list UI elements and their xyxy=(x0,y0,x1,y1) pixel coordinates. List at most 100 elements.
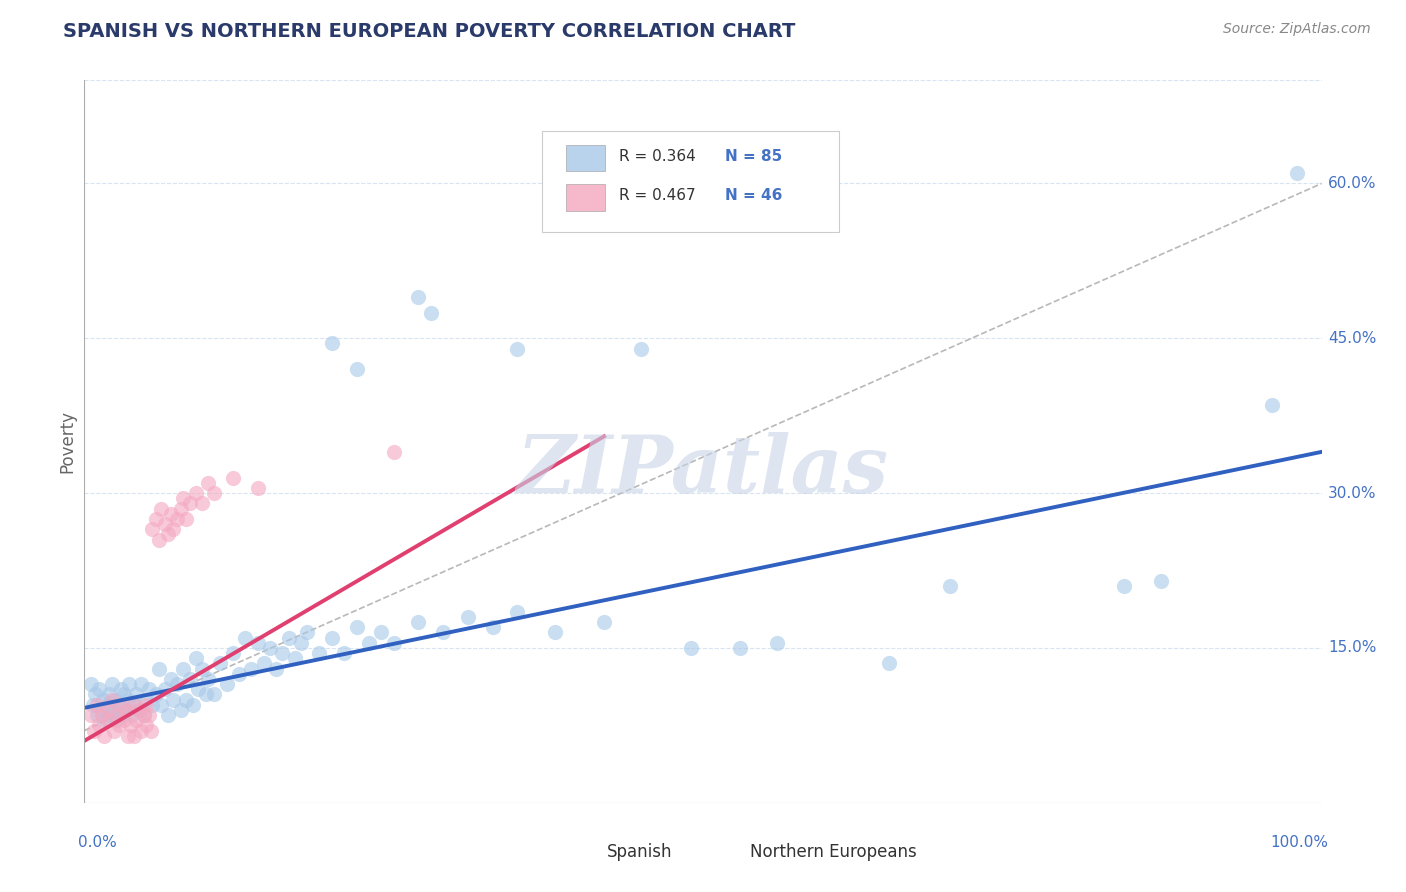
Point xyxy=(215,677,238,691)
Point xyxy=(333,646,356,660)
Point xyxy=(166,677,188,691)
Point xyxy=(253,657,276,671)
Text: SPANISH VS NORTHERN EUROPEAN POVERTY CORRELATION CHART: SPANISH VS NORTHERN EUROPEAN POVERTY COR… xyxy=(63,22,796,41)
Point xyxy=(382,445,405,459)
Point xyxy=(82,698,104,712)
Point xyxy=(148,533,170,547)
Point xyxy=(104,692,127,706)
Point xyxy=(108,718,131,732)
Point xyxy=(105,713,128,727)
Point xyxy=(1150,574,1173,588)
Text: ZIPatlas: ZIPatlas xyxy=(517,432,889,509)
Point xyxy=(91,692,114,706)
Point xyxy=(191,496,214,510)
Point xyxy=(122,698,145,712)
Point xyxy=(160,507,183,521)
Point xyxy=(100,692,122,706)
Point xyxy=(346,362,368,376)
Point xyxy=(153,682,176,697)
Text: 0.0%: 0.0% xyxy=(79,835,117,850)
Point xyxy=(96,698,118,712)
Point xyxy=(679,640,702,655)
Text: R = 0.364: R = 0.364 xyxy=(619,149,696,163)
Point xyxy=(290,636,312,650)
Point xyxy=(457,610,479,624)
Point xyxy=(86,698,108,712)
Point xyxy=(181,698,204,712)
Point xyxy=(117,729,139,743)
Text: 15.0%: 15.0% xyxy=(1327,640,1376,656)
Point xyxy=(728,640,751,655)
Point xyxy=(172,491,194,506)
Point xyxy=(162,692,184,706)
Point xyxy=(346,620,368,634)
Point xyxy=(179,496,201,510)
Point xyxy=(321,631,343,645)
FancyBboxPatch shape xyxy=(565,185,605,211)
Point xyxy=(120,718,142,732)
Point xyxy=(150,501,173,516)
Point xyxy=(141,723,163,738)
Text: R = 0.467: R = 0.467 xyxy=(619,188,696,203)
Point xyxy=(145,687,167,701)
Point xyxy=(96,703,118,717)
Point xyxy=(481,620,503,634)
Point xyxy=(284,651,307,665)
Point xyxy=(128,703,150,717)
Point xyxy=(110,698,132,712)
Text: Spanish: Spanish xyxy=(606,843,672,861)
Point xyxy=(115,703,138,717)
Point xyxy=(98,708,121,723)
Point xyxy=(179,672,201,686)
Point xyxy=(593,615,616,630)
Point xyxy=(132,708,155,723)
Point xyxy=(166,512,188,526)
Point xyxy=(115,703,138,717)
Point xyxy=(103,703,125,717)
Point xyxy=(135,692,157,706)
Point xyxy=(1261,398,1284,412)
Point xyxy=(419,305,441,319)
Point xyxy=(432,625,454,640)
Point xyxy=(408,290,430,304)
Point xyxy=(125,713,148,727)
Point xyxy=(135,698,157,712)
Point xyxy=(141,698,163,712)
Point xyxy=(630,342,652,356)
Point xyxy=(939,579,962,593)
Point xyxy=(157,527,180,541)
Point xyxy=(132,708,155,723)
Text: Source: ZipAtlas.com: Source: ZipAtlas.com xyxy=(1223,22,1371,37)
Point xyxy=(172,662,194,676)
Point xyxy=(264,662,287,676)
Text: N = 46: N = 46 xyxy=(725,188,783,203)
Point xyxy=(105,708,128,723)
Text: 30.0%: 30.0% xyxy=(1327,485,1376,500)
Point xyxy=(103,723,125,738)
Point xyxy=(93,729,115,743)
Point xyxy=(153,517,176,532)
Point xyxy=(246,481,269,495)
Point xyxy=(170,501,193,516)
Point xyxy=(308,646,330,660)
Point xyxy=(138,708,160,723)
Point xyxy=(321,336,343,351)
Point xyxy=(93,713,115,727)
Point xyxy=(122,729,145,743)
Text: N = 85: N = 85 xyxy=(725,149,783,163)
Point xyxy=(246,636,269,650)
FancyBboxPatch shape xyxy=(572,844,602,862)
Point xyxy=(125,687,148,701)
Point xyxy=(543,625,565,640)
Point xyxy=(84,687,107,701)
Text: Northern Europeans: Northern Europeans xyxy=(749,843,917,861)
Point xyxy=(90,708,112,723)
Point xyxy=(157,708,180,723)
Point xyxy=(197,475,219,490)
Point xyxy=(174,692,197,706)
Point xyxy=(135,718,157,732)
Point xyxy=(129,677,152,691)
Point xyxy=(83,723,105,738)
Point xyxy=(79,708,101,723)
Point xyxy=(233,631,256,645)
